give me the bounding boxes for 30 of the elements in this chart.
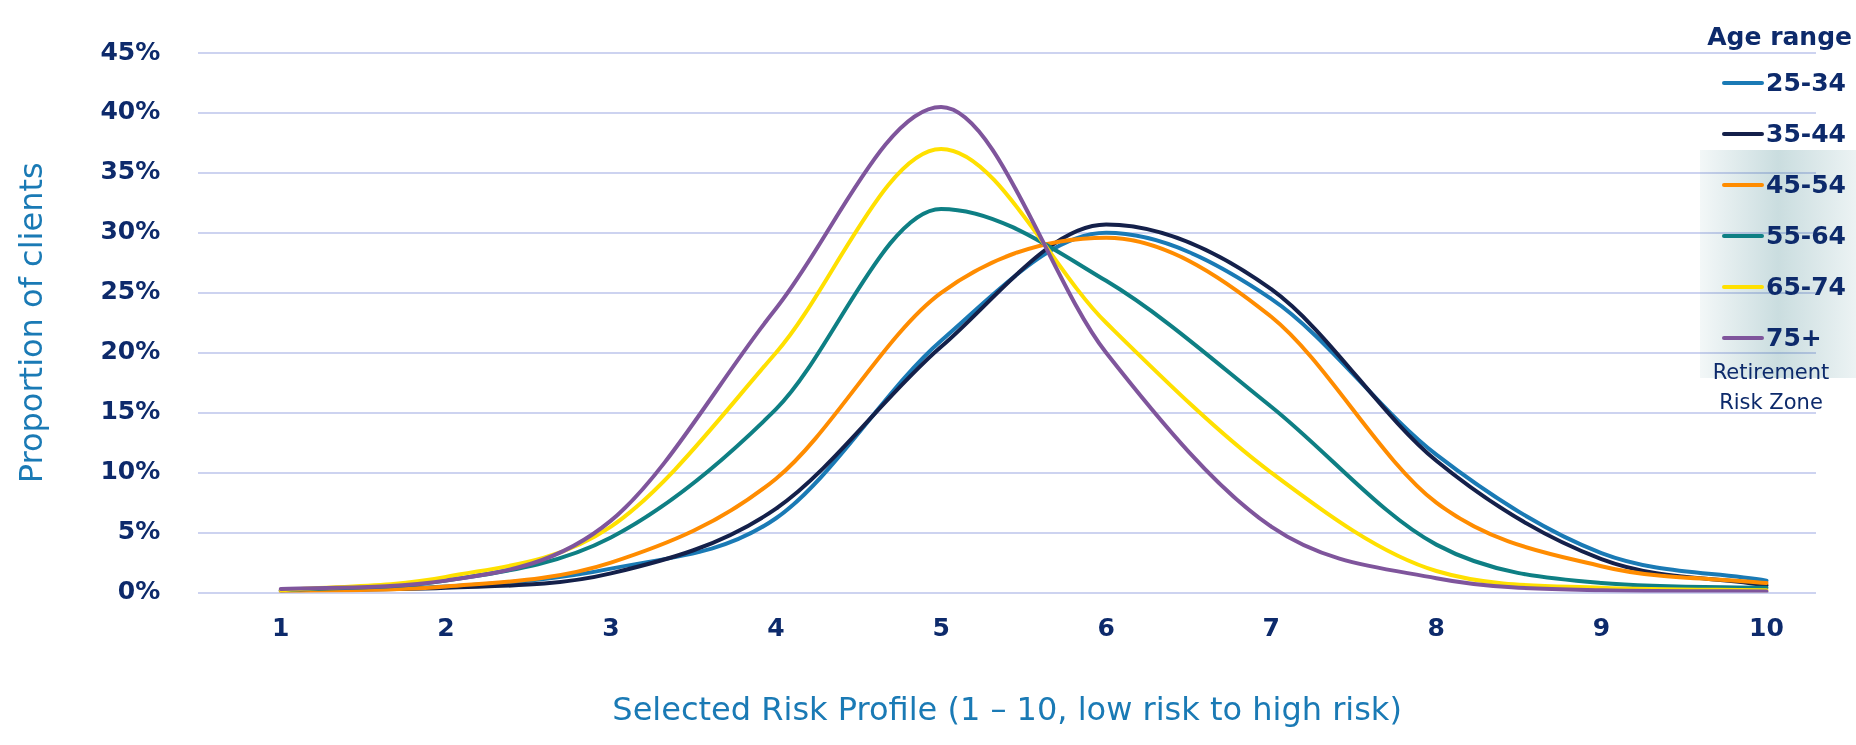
legend-label: 25-34 <box>1766 68 1847 97</box>
y-tick-label: 45% <box>100 36 161 66</box>
x-tick-label: 10 <box>1749 613 1784 643</box>
x-tick-label: 7 <box>1262 613 1280 643</box>
legend-label: 75+ <box>1766 323 1823 352</box>
y-axis-title: Proportion of clients <box>11 162 50 484</box>
legend-label: 65-74 <box>1766 272 1847 301</box>
y-tick-label: 30% <box>100 216 161 246</box>
annotation: Retirement Risk Zone <box>1711 359 1831 416</box>
y-tick-label: 0% <box>117 576 161 606</box>
x-tick-label: 5 <box>932 613 950 643</box>
y-tick-label: 5% <box>117 516 161 546</box>
y-tick-label: 40% <box>100 96 161 126</box>
legend-label: 45-54 <box>1766 170 1847 199</box>
x-tick-label: 2 <box>437 613 455 643</box>
x-tick-label: 4 <box>767 613 785 643</box>
y-tick-label: 10% <box>100 456 161 486</box>
y-tick-label: 25% <box>100 276 161 306</box>
legend-label: 55-64 <box>1766 221 1847 250</box>
legend-label: 35-44 <box>1766 119 1847 148</box>
x-tick-label: 3 <box>602 613 620 643</box>
legend-title: Age range <box>1706 22 1852 51</box>
x-tick-label: 8 <box>1427 613 1446 643</box>
x-axis-title: Selected Risk Profile (1 – 10, low risk to high risk) <box>612 690 1402 729</box>
x-tick-label: 1 <box>272 613 290 643</box>
x-tick-label: 9 <box>1592 613 1611 643</box>
y-tick-label: 15% <box>100 396 161 426</box>
y-tick-label: 20% <box>100 336 161 366</box>
x-tick-label: 6 <box>1097 613 1115 643</box>
y-tick-label: 35% <box>100 156 161 186</box>
